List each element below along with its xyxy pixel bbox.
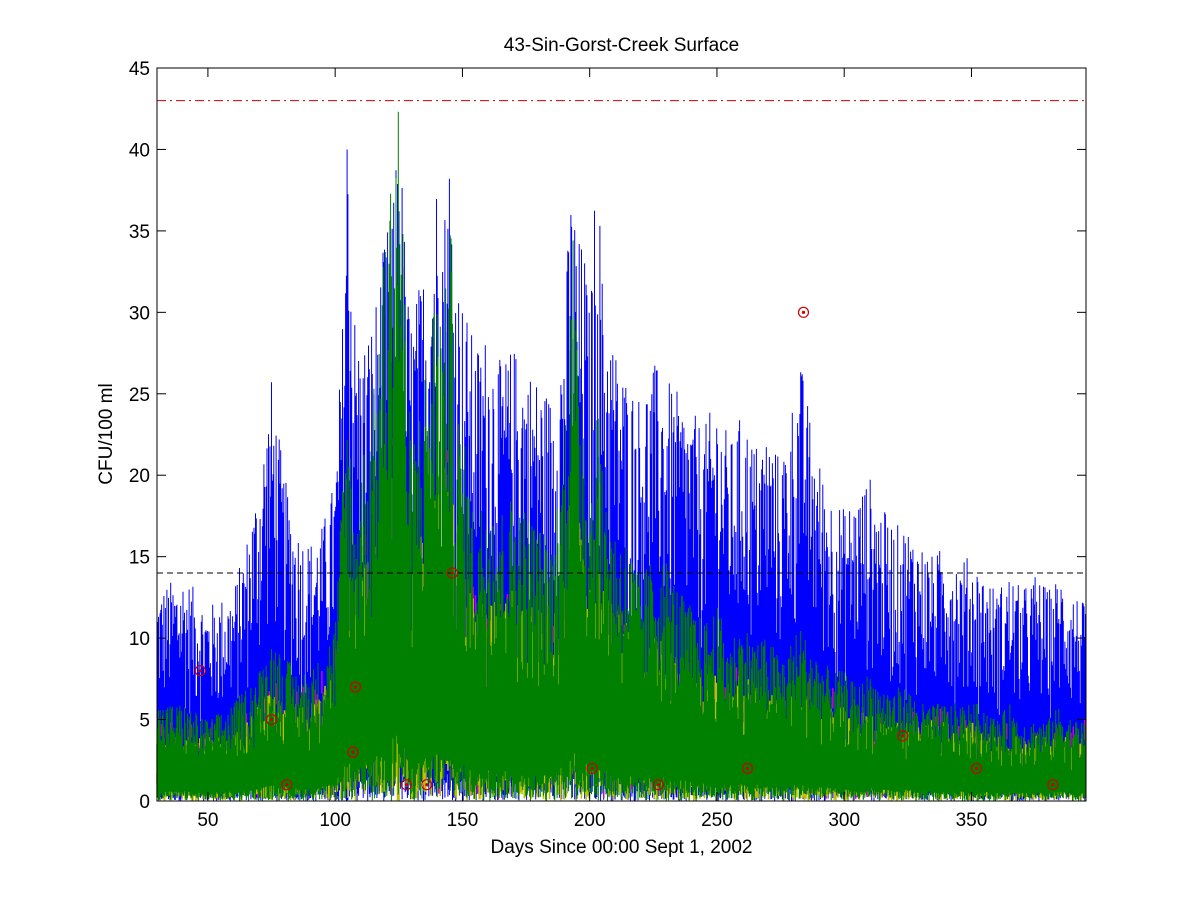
y-tick-label: 5 [139,711,150,732]
observation-point [1047,779,1059,791]
x-tick-label: 300 [828,810,860,831]
reference-lines [157,100,1086,574]
observation-point [400,779,413,791]
observation-dot [656,783,661,787]
observation-dot [351,750,355,754]
observation-ring [652,779,665,791]
observation-point [652,779,665,791]
observation-point [265,713,278,726]
y-tick-label: 25 [129,385,150,406]
x-axis-label: Days Since 00:00 Sept 1, 2002 [491,837,753,858]
y-axis-label: CFU/100 ml [96,383,117,484]
observation-ring [797,306,810,318]
observation-ring [897,730,909,742]
y-tick-label: 20 [129,466,150,487]
observation-ring [446,567,458,579]
chart-title: 43-Sin-Gorst-Creek Surface [504,35,739,56]
series-layer [156,111,1087,801]
x-tick-label: 350 [956,810,988,831]
x-tick-label: 50 [197,810,218,831]
observation-dot [450,571,454,575]
axis-ticks: 50 100 150 200 250 300 350 0 5 10 15 20 25 30 35 40 45 [129,59,1086,831]
y-tick-label: 0 [139,792,150,813]
observation-point [797,306,810,318]
x-tick-label: 150 [447,810,479,831]
observation-dot [353,685,358,689]
x-tick-label: 250 [701,810,733,831]
observation-ring [970,762,983,775]
observation-point [586,762,598,775]
y-tick-label: 40 [129,140,150,161]
observation-ring [265,713,278,726]
observation-ring [347,746,359,758]
y-tick-label: 10 [129,629,150,650]
x-tick-label: 200 [574,810,606,831]
observation-point [741,762,754,775]
y-tick-label: 30 [129,303,150,324]
observation-point [421,779,433,791]
observation-ring [400,779,413,791]
observation-point [897,730,909,742]
observation-dot [404,783,409,787]
observation-point [347,746,359,758]
observation-ring [586,762,598,775]
observation-ring [421,779,433,791]
observation-dot [285,783,289,787]
observation-point [194,665,206,677]
observation-dot [974,766,979,771]
y-tick-label: 45 [129,59,150,80]
plot-area [156,68,1087,801]
observation-ring [281,779,293,791]
observation-dot [269,717,274,722]
observation-point [281,779,293,791]
observation-ring [741,762,754,775]
observation-dot [801,310,806,314]
observation-ring [194,665,206,677]
observation-dot [745,766,750,771]
observation-point [349,681,362,693]
observation-dot [425,783,429,787]
axes-frame [156,67,1087,802]
observation-point [970,762,983,775]
y-tick-label: 35 [129,222,150,243]
observation-dot [1051,783,1055,787]
observation-point [446,567,458,579]
observation-markers [194,306,1059,791]
observation-dot [590,766,594,771]
y-tick-label: 15 [129,548,150,569]
x-tick-label: 100 [319,810,351,831]
observation-ring [1047,779,1059,791]
observation-dot [901,734,905,738]
observation-dot [198,669,202,673]
observation-ring [349,681,362,693]
